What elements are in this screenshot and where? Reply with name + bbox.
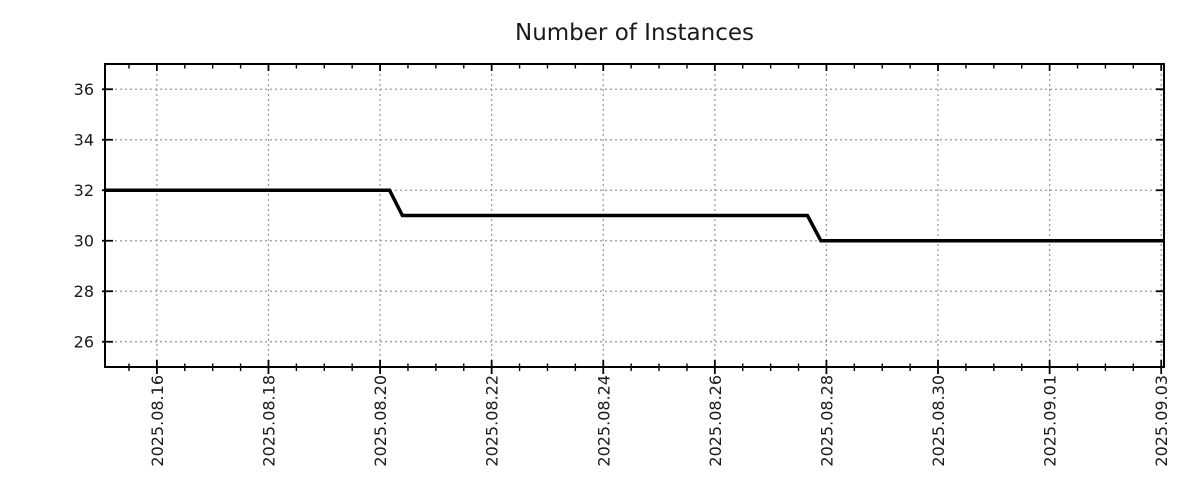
x-axis-tick-label: 2025.08.28 xyxy=(817,375,836,467)
x-axis-tick-label: 2025.09.03 xyxy=(1152,375,1171,467)
x-axis-tick-label: 2025.08.26 xyxy=(706,375,725,467)
y-axis-labels: 26 28 30 32 34 36 xyxy=(74,80,94,352)
chart-title: Number of Instances xyxy=(515,20,754,46)
axis-tick-marks xyxy=(102,64,1164,374)
y-axis-tick-label: 26 xyxy=(74,332,94,351)
series-line-instances xyxy=(105,188,1164,243)
y-axis-tick-label: 28 xyxy=(74,282,94,301)
x-axis-tick-label: 2025.08.18 xyxy=(259,375,278,467)
x-axis-tick-label: 2025.08.24 xyxy=(594,375,613,467)
x-axis-tick-label: 2025.08.30 xyxy=(929,375,948,467)
y-axis-tick-label: 34 xyxy=(74,130,94,149)
x-axis-tick-label: 2025.08.22 xyxy=(483,375,502,467)
y-axis-tick-label: 36 xyxy=(74,80,94,99)
x-axis-tick-label: 2025.08.20 xyxy=(371,375,390,467)
x-axis-tick-label: 2025.09.01 xyxy=(1041,375,1060,467)
plot-border xyxy=(104,63,1165,368)
y-axis-tick-label: 30 xyxy=(74,231,94,250)
y-axis-tick-label: 32 xyxy=(74,181,94,200)
x-axis-labels: 2025.08.16 2025.08.18 2025.08.20 2025.08.22… xyxy=(148,375,1171,467)
x-axis-tick-label: 2025.08.16 xyxy=(148,375,167,467)
